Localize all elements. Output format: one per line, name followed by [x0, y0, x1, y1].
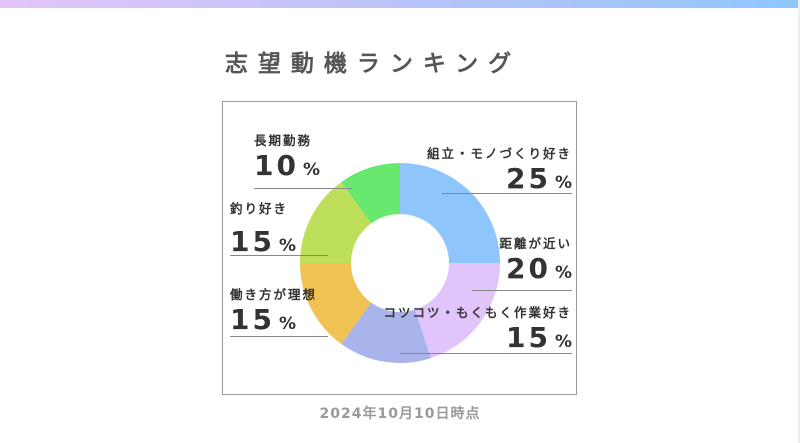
label-value: 15 — [230, 303, 275, 336]
label-name: 長期勤務 — [254, 133, 313, 148]
label-monozukuri: 組立・モノづくり好き 25% — [400, 143, 572, 200]
label-work-style: 働き方が理想 15% — [230, 284, 317, 341]
label-unit: % — [554, 263, 572, 283]
donut-segment — [400, 163, 500, 263]
label-value: 10 — [254, 149, 299, 182]
label-name: 釣り好き — [230, 201, 289, 216]
label-name: 組立・モノづくり好き — [426, 146, 572, 161]
leader-line-steady-work — [400, 353, 572, 354]
label-unit: % — [554, 332, 572, 352]
label-name: 働き方が理想 — [230, 287, 318, 302]
as-of-date: 2024年10月10日時点 — [319, 406, 481, 422]
label-unit: % — [554, 173, 572, 193]
leader-line-long-term — [254, 188, 352, 189]
label-distance: 距離が近い 20% — [400, 233, 572, 290]
label-fishing: 釣り好き 15% — [230, 198, 296, 263]
label-long-term: 長期勤務 10% — [254, 130, 320, 187]
label-value: 15 — [230, 225, 275, 258]
label-value: 20 — [505, 252, 551, 285]
label-name: コツコツ・もくもく作業好き — [383, 305, 572, 320]
donut-segment — [300, 263, 372, 344]
top-gradient-bar — [0, 0, 798, 8]
leader-line-work-style — [230, 336, 328, 337]
donut-segment — [415, 263, 500, 359]
donut-chart — [300, 163, 500, 363]
leader-line-distance — [472, 290, 572, 291]
leader-line-monozukuri — [442, 193, 572, 194]
label-unit: % — [302, 160, 321, 180]
donut-segment — [341, 302, 431, 363]
donut-segment — [341, 163, 400, 224]
label-steady-work: コツコツ・もくもく作業好き 15% — [360, 302, 572, 359]
page-title: 志望動機ランキング — [224, 51, 522, 77]
donut-segment — [300, 182, 372, 263]
scrollbar-track — [798, 0, 800, 443]
label-unit: % — [278, 236, 297, 256]
label-value: 15 — [505, 321, 551, 354]
leader-line-fishing — [230, 255, 328, 256]
label-value: 25 — [505, 162, 551, 195]
label-name: 距離が近い — [499, 236, 572, 251]
label-unit: % — [278, 314, 297, 334]
